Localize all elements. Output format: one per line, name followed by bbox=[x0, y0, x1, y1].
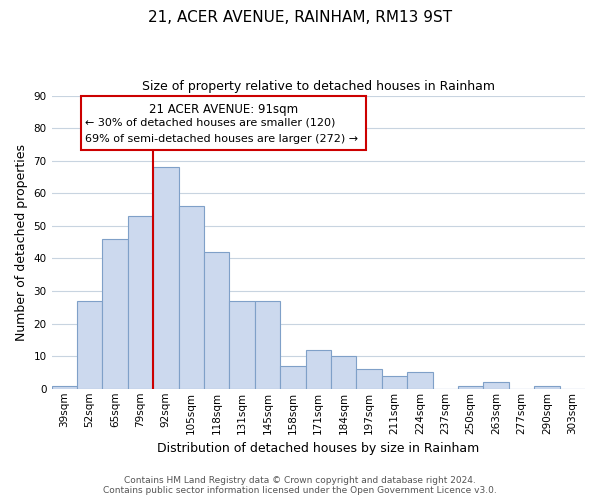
Bar bbox=[179, 206, 204, 389]
Bar bbox=[407, 372, 433, 389]
Bar bbox=[103, 239, 128, 389]
Text: 69% of semi-detached houses are larger (272) →: 69% of semi-detached houses are larger (… bbox=[85, 134, 358, 143]
Text: Contains HM Land Registry data © Crown copyright and database right 2024.
Contai: Contains HM Land Registry data © Crown c… bbox=[103, 476, 497, 495]
Bar bbox=[382, 376, 407, 389]
Text: 21 ACER AVENUE: 91sqm: 21 ACER AVENUE: 91sqm bbox=[149, 103, 298, 116]
Bar bbox=[534, 386, 560, 389]
Bar bbox=[52, 386, 77, 389]
Bar bbox=[356, 369, 382, 389]
Bar bbox=[305, 350, 331, 389]
Y-axis label: Number of detached properties: Number of detached properties bbox=[15, 144, 28, 340]
Bar bbox=[229, 301, 255, 389]
X-axis label: Distribution of detached houses by size in Rainham: Distribution of detached houses by size … bbox=[157, 442, 479, 455]
Bar bbox=[458, 386, 484, 389]
Title: Size of property relative to detached houses in Rainham: Size of property relative to detached ho… bbox=[142, 80, 495, 93]
Bar bbox=[153, 167, 179, 389]
Bar bbox=[204, 252, 229, 389]
Text: 21, ACER AVENUE, RAINHAM, RM13 9ST: 21, ACER AVENUE, RAINHAM, RM13 9ST bbox=[148, 10, 452, 25]
Bar bbox=[77, 301, 103, 389]
Bar bbox=[484, 382, 509, 389]
Bar bbox=[255, 301, 280, 389]
Bar bbox=[128, 216, 153, 389]
Text: ← 30% of detached houses are smaller (120): ← 30% of detached houses are smaller (12… bbox=[85, 118, 335, 128]
Bar bbox=[331, 356, 356, 389]
Bar bbox=[280, 366, 305, 389]
FancyBboxPatch shape bbox=[81, 96, 366, 150]
